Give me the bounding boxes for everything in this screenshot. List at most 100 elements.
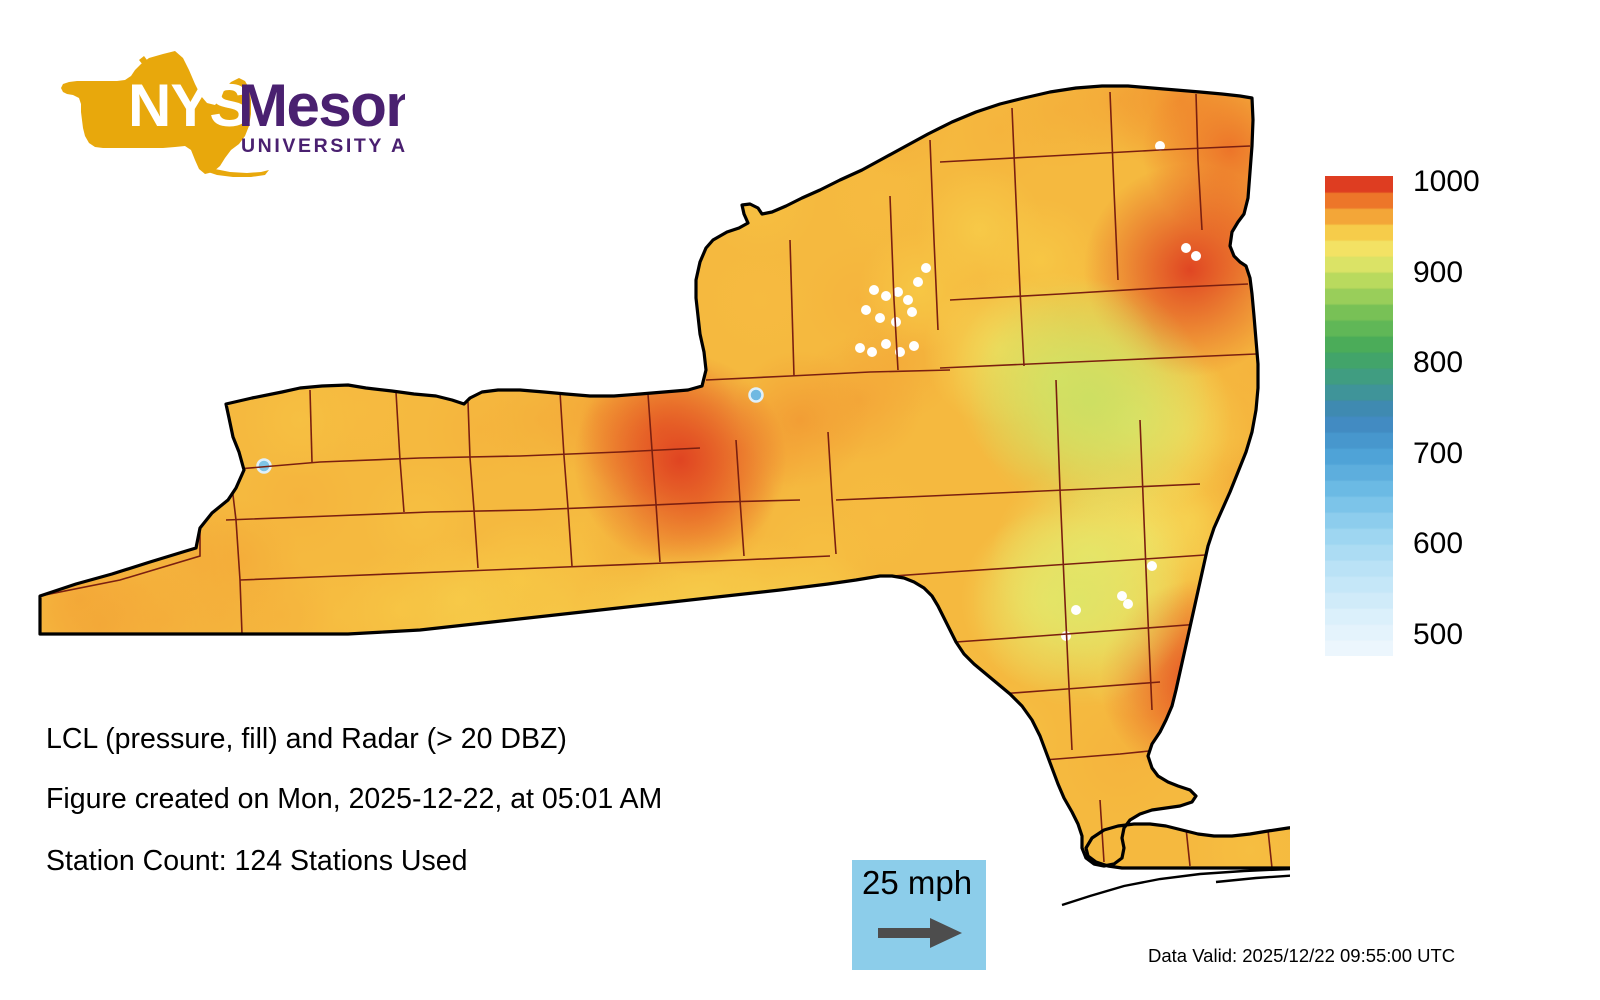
colorbar-tick-700: 700 xyxy=(1413,436,1464,470)
wind-arrow xyxy=(814,889,845,922)
wind-arrow xyxy=(844,799,877,830)
wind-arrow xyxy=(40,201,61,228)
wind-arrow xyxy=(1056,892,1083,918)
wind-arrow xyxy=(967,684,993,707)
wind-arrow xyxy=(70,413,90,436)
wind-arrow xyxy=(1267,773,1290,798)
wind-arrow xyxy=(670,262,690,287)
wind-arrow xyxy=(131,174,149,196)
wind-arrow xyxy=(1233,708,1267,741)
wind-arrow xyxy=(161,83,179,106)
wind-arrow xyxy=(1116,891,1144,919)
wind-arrow xyxy=(641,264,659,287)
colorbar-tick-600: 600 xyxy=(1413,527,1464,561)
wind-arrow xyxy=(311,204,328,225)
wind-arrow xyxy=(551,263,570,287)
wind-arrow xyxy=(786,831,815,859)
wind-arrow xyxy=(370,322,390,348)
lcl-field-cell xyxy=(573,353,787,567)
wind-arrow xyxy=(39,411,62,438)
county-boundary xyxy=(789,239,795,377)
wind-arrow xyxy=(576,835,605,855)
wind-arrow xyxy=(1273,382,1287,408)
wind-arrow xyxy=(457,657,483,672)
coastline-0 xyxy=(1061,867,1290,907)
wind-arrow xyxy=(1267,177,1290,194)
county-boundary xyxy=(939,145,1251,163)
wind-arrow xyxy=(576,894,605,915)
wind-arrow xyxy=(307,658,334,673)
wind-arrow xyxy=(610,292,630,318)
wind-arrow xyxy=(607,687,633,703)
wind-arrow xyxy=(216,658,244,673)
wind-arrow xyxy=(40,352,60,379)
wind-arrow xyxy=(756,743,783,768)
wind-arrow xyxy=(128,382,151,409)
wind-arrow xyxy=(1267,237,1290,253)
wind-arrow xyxy=(100,142,120,168)
wind-arrow xyxy=(370,352,390,378)
wind-arrow xyxy=(70,82,91,109)
county-boundary xyxy=(239,555,831,581)
wind-arrow xyxy=(521,324,539,347)
wind-arrow xyxy=(518,687,543,702)
wind-arrow xyxy=(1272,352,1287,377)
wind-arrow xyxy=(65,895,95,915)
wind-arrow xyxy=(69,382,92,409)
wind-arrow xyxy=(191,143,210,167)
wind-arrow xyxy=(905,830,935,860)
wind-legend-label: 25 mph xyxy=(862,864,973,901)
wind-arrow xyxy=(490,352,510,378)
wind-arrow xyxy=(1212,649,1228,680)
county-boundary xyxy=(865,553,1221,579)
wind-arrow xyxy=(93,443,127,466)
wind-arrow xyxy=(610,352,631,379)
wind-arrow xyxy=(521,144,538,166)
lcl-field-cell xyxy=(753,553,887,687)
wind-arrow xyxy=(581,293,600,317)
wind-arrow xyxy=(640,232,660,259)
wind-arrow xyxy=(520,262,540,289)
wind-arrow xyxy=(161,263,179,286)
wind-arrow xyxy=(815,830,846,860)
wind-arrow xyxy=(220,142,240,168)
wind-arrow xyxy=(98,382,121,409)
wind-arrow xyxy=(726,686,754,704)
wind-arrow xyxy=(670,172,690,197)
figure-created-caption: Figure created on Mon, 2025-12-22, at 05… xyxy=(46,783,663,815)
wind-arrow xyxy=(67,658,93,673)
wind-arrow xyxy=(605,835,635,856)
wind-arrow xyxy=(191,84,208,106)
wind-arrow xyxy=(1266,527,1290,562)
wind-arrow xyxy=(611,203,629,226)
wind-arrow xyxy=(758,82,783,108)
wind-arrow xyxy=(695,627,725,644)
wind-arrow xyxy=(398,688,422,703)
wind-arrow xyxy=(875,771,906,800)
wind-arrow xyxy=(220,293,239,318)
radar-echo-light xyxy=(1071,605,1081,615)
wind-arrow xyxy=(1273,684,1286,706)
county-boundary xyxy=(1109,91,1119,281)
nys-mesonet-logo: NYS Mesonet UNIVERSITY AT ALBANY xyxy=(55,48,405,178)
wind-arrow xyxy=(457,628,484,643)
wind-arrow xyxy=(310,142,331,169)
wind-arrow xyxy=(637,866,662,885)
wind-arrow xyxy=(1273,654,1287,676)
wind-arrow xyxy=(401,324,419,347)
wind-arrow xyxy=(906,801,934,828)
wind-arrow xyxy=(968,803,992,827)
wind-arrow xyxy=(551,354,568,375)
wind-arrow xyxy=(491,204,509,226)
wind-arrow xyxy=(1238,803,1262,826)
wind-arrow xyxy=(490,142,510,167)
wind-arrow xyxy=(1265,890,1290,920)
wind-arrow xyxy=(517,866,542,885)
wind-arrow xyxy=(551,323,570,347)
wind-arrow xyxy=(37,688,63,702)
wind-arrow xyxy=(938,82,961,108)
wind-arrow xyxy=(1147,892,1172,918)
wind-arrow xyxy=(338,688,362,702)
wind-arrow xyxy=(491,173,509,196)
wind-arrow xyxy=(1207,742,1233,768)
